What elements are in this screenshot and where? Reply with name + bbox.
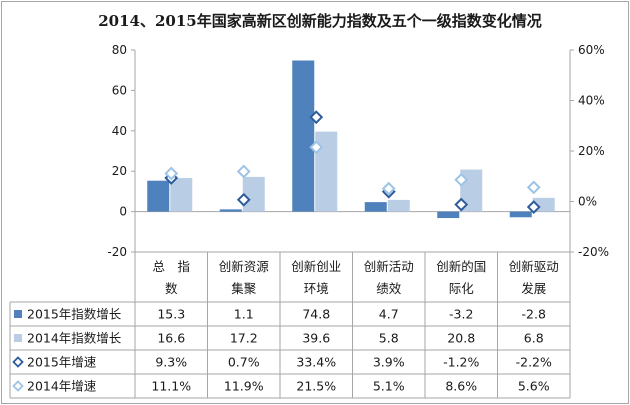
table-cell: -2.8 [522, 307, 546, 322]
marker-2014-5 [526, 180, 541, 195]
table-cell: 21.5% [296, 379, 336, 394]
bar-2015-5 [509, 211, 532, 218]
marker-2014-0 [164, 166, 179, 181]
table-cell: 5.6% [518, 379, 550, 394]
table-cell: -1.2% [443, 355, 479, 370]
bar-2015-4 [437, 211, 460, 219]
right-axis-tick-label: 40% [578, 94, 605, 108]
category-label-line1: 创新资源 [219, 259, 270, 274]
category-label-line2: 集聚 [231, 281, 257, 296]
left-axis-tick-label: 60 [112, 83, 127, 97]
category-label-line1: 总 指 [152, 259, 190, 274]
bar-2015-1 [219, 209, 242, 212]
table-cell: 11.1% [151, 379, 191, 394]
row-label-3: 2014年增速 [27, 379, 97, 394]
table-cell: 20.8 [447, 331, 475, 346]
legend-key-0 [14, 310, 22, 318]
legend-key-1 [14, 334, 22, 342]
table-cell: 0.7% [228, 355, 260, 370]
right-axis-tick-label: 60% [578, 43, 605, 57]
bar-2014-2 [315, 131, 338, 212]
chart-title: 2014、2015年国家高新区创新能力指数及五个一级指数变化情况 [98, 12, 542, 30]
table-cell: -3.2 [449, 307, 473, 322]
table-cell: 1.1 [234, 307, 254, 322]
table-cell: 5.1% [373, 379, 405, 394]
row-label-1: 2014年指数增长 [27, 331, 122, 346]
category-label-line1: 创新创业 [291, 259, 341, 274]
category-label-line2: 际化 [449, 281, 475, 296]
marker-2015-5 [526, 200, 541, 214]
table-cell: 8.6% [445, 379, 477, 394]
category-label-line2: 数 [165, 281, 178, 296]
marker-2014-1 [236, 164, 251, 179]
legend-key-3 [12, 380, 24, 392]
marker-2014-3 [381, 181, 396, 196]
category-label-line1: 创新活动 [364, 259, 414, 274]
left-axis-tick-label: 0 [119, 205, 127, 219]
bar-2014-3 [387, 199, 410, 212]
marker-2014-2 [309, 140, 324, 155]
legend-key-2 [12, 356, 24, 368]
row-label-0: 2015年指数增长 [27, 307, 122, 322]
table-cell: 9.3% [155, 355, 187, 370]
bar-2015-2 [292, 60, 315, 212]
marker-2015-1 [236, 192, 251, 207]
marker-2015-2 [309, 110, 324, 125]
marker-2014-4 [454, 172, 469, 187]
table-cell: 3.9% [373, 355, 405, 370]
category-label-line1: 创新驱动 [509, 259, 559, 274]
left-axis-tick-label: 20 [112, 164, 127, 178]
table-cell: 17.2 [230, 331, 258, 346]
category-label-line2: 环境 [304, 281, 329, 296]
marker-2015-4 [454, 197, 469, 212]
bar-2015-3 [364, 202, 387, 212]
bar-2014-0 [170, 178, 193, 212]
table-cell: 33.4% [296, 355, 336, 370]
table-cell: 16.6 [157, 331, 185, 346]
left-axis-tick-label: 80 [112, 43, 127, 57]
right-axis-tick-label: -20% [578, 245, 609, 259]
left-axis-tick-label: 40 [112, 124, 127, 138]
category-label-line2: 绩效 [376, 281, 402, 296]
right-axis-tick-label: 0% [578, 195, 597, 209]
category-label-line2: 发展 [521, 281, 546, 296]
table-cell: 5.8 [379, 331, 399, 346]
table-cell: -2.2% [516, 355, 552, 370]
table-cell: 39.6 [302, 331, 330, 346]
table-cell: 4.7 [379, 307, 399, 322]
table-cell: 74.8 [302, 307, 330, 322]
bar-2014-1 [242, 176, 265, 212]
table-cell: 6.8 [524, 331, 544, 346]
row-label-2: 2015年增速 [27, 355, 97, 370]
left-axis-tick-label: -20 [107, 245, 127, 259]
bar-2015-0 [147, 180, 170, 212]
table-cell: 11.9% [224, 379, 264, 394]
table-cell: 15.3 [157, 307, 185, 322]
category-label-line1: 创新的国 [436, 259, 486, 274]
right-axis-tick-label: 20% [578, 144, 605, 158]
